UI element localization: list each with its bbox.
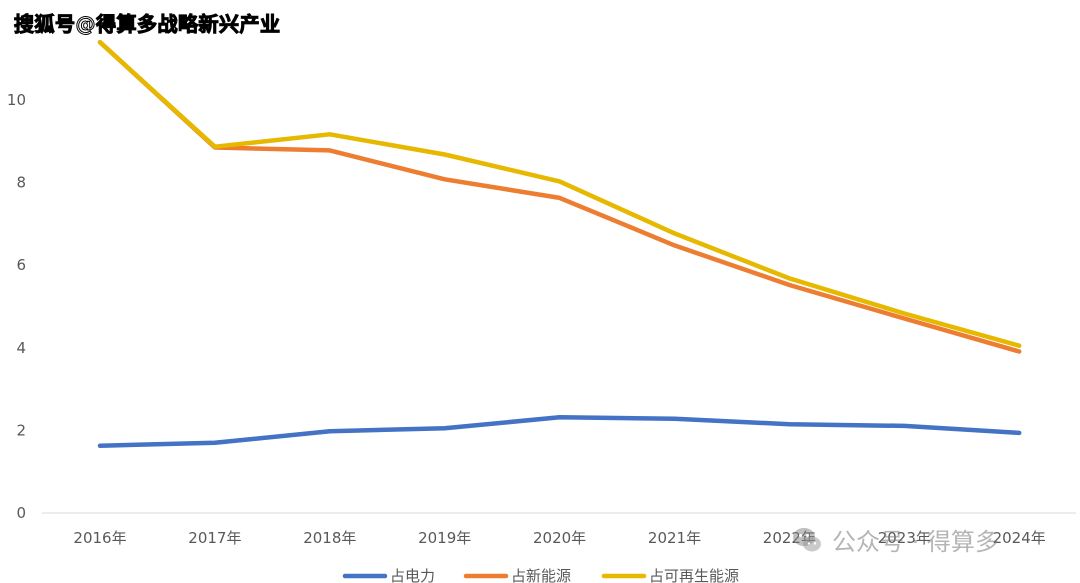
- y-tick-label: 4: [16, 339, 26, 357]
- y-tick-label: 10: [7, 91, 26, 109]
- watermark-sohu: 搜狐号@得算多战略新兴产业: [14, 12, 281, 37]
- x-tick-label: 2016年: [73, 529, 126, 547]
- series-line: [97, 39, 1022, 354]
- x-tick-label: 2018年: [303, 529, 356, 547]
- wechat-icon: [793, 527, 821, 551]
- y-tick-label: 2: [16, 421, 26, 439]
- watermark-wechat: 公众号 · 得算多: [790, 522, 999, 557]
- legend-label: 占电力: [390, 567, 435, 583]
- x-tick-label: 2021年: [648, 529, 701, 547]
- series-line: [97, 414, 1022, 448]
- y-tick-label: 6: [16, 256, 26, 274]
- legend-label: 占可再生能源: [649, 567, 739, 583]
- x-tick-label: 2023年: [878, 529, 931, 547]
- series-line: [97, 39, 1022, 348]
- watermark-wechat-text: 公众号 · 得算多: [832, 528, 999, 556]
- x-tick-label: 2019年: [418, 529, 471, 547]
- y-tick-label: 8: [16, 174, 26, 192]
- x-tick-label: 2024年: [993, 529, 1046, 547]
- legend-label: 占新能源: [511, 567, 571, 583]
- x-tick-label: 2017年: [188, 529, 241, 547]
- y-tick-label: 0: [16, 504, 26, 522]
- x-tick-label: 2020年: [533, 529, 586, 547]
